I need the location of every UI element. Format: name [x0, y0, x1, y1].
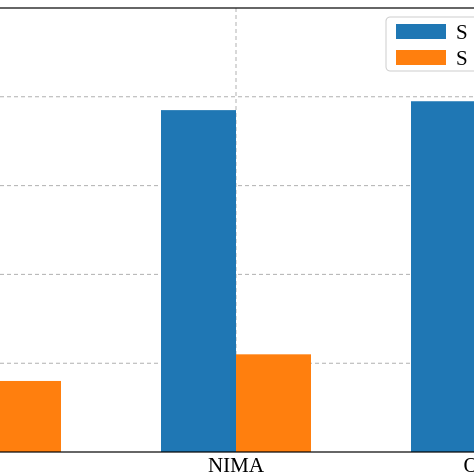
bar-series-1-our-i [411, 101, 474, 453]
bar-series-2-nima [236, 354, 311, 452]
x-tick-label: Our I [464, 453, 474, 474]
legend-swatch [396, 50, 446, 65]
x-tick-labels: ANIMAOur I [208, 453, 474, 474]
legend: SS [385, 16, 474, 72]
bar-series-1-nima [161, 110, 236, 453]
legend-label: S [456, 20, 468, 44]
legend-swatch [396, 24, 446, 39]
legend-label: S [456, 46, 468, 70]
grid-lines [0, 8, 474, 452]
x-tick-label: NIMA [208, 453, 265, 474]
bar-series-2-a [0, 380, 61, 452]
bars-group [0, 101, 474, 453]
